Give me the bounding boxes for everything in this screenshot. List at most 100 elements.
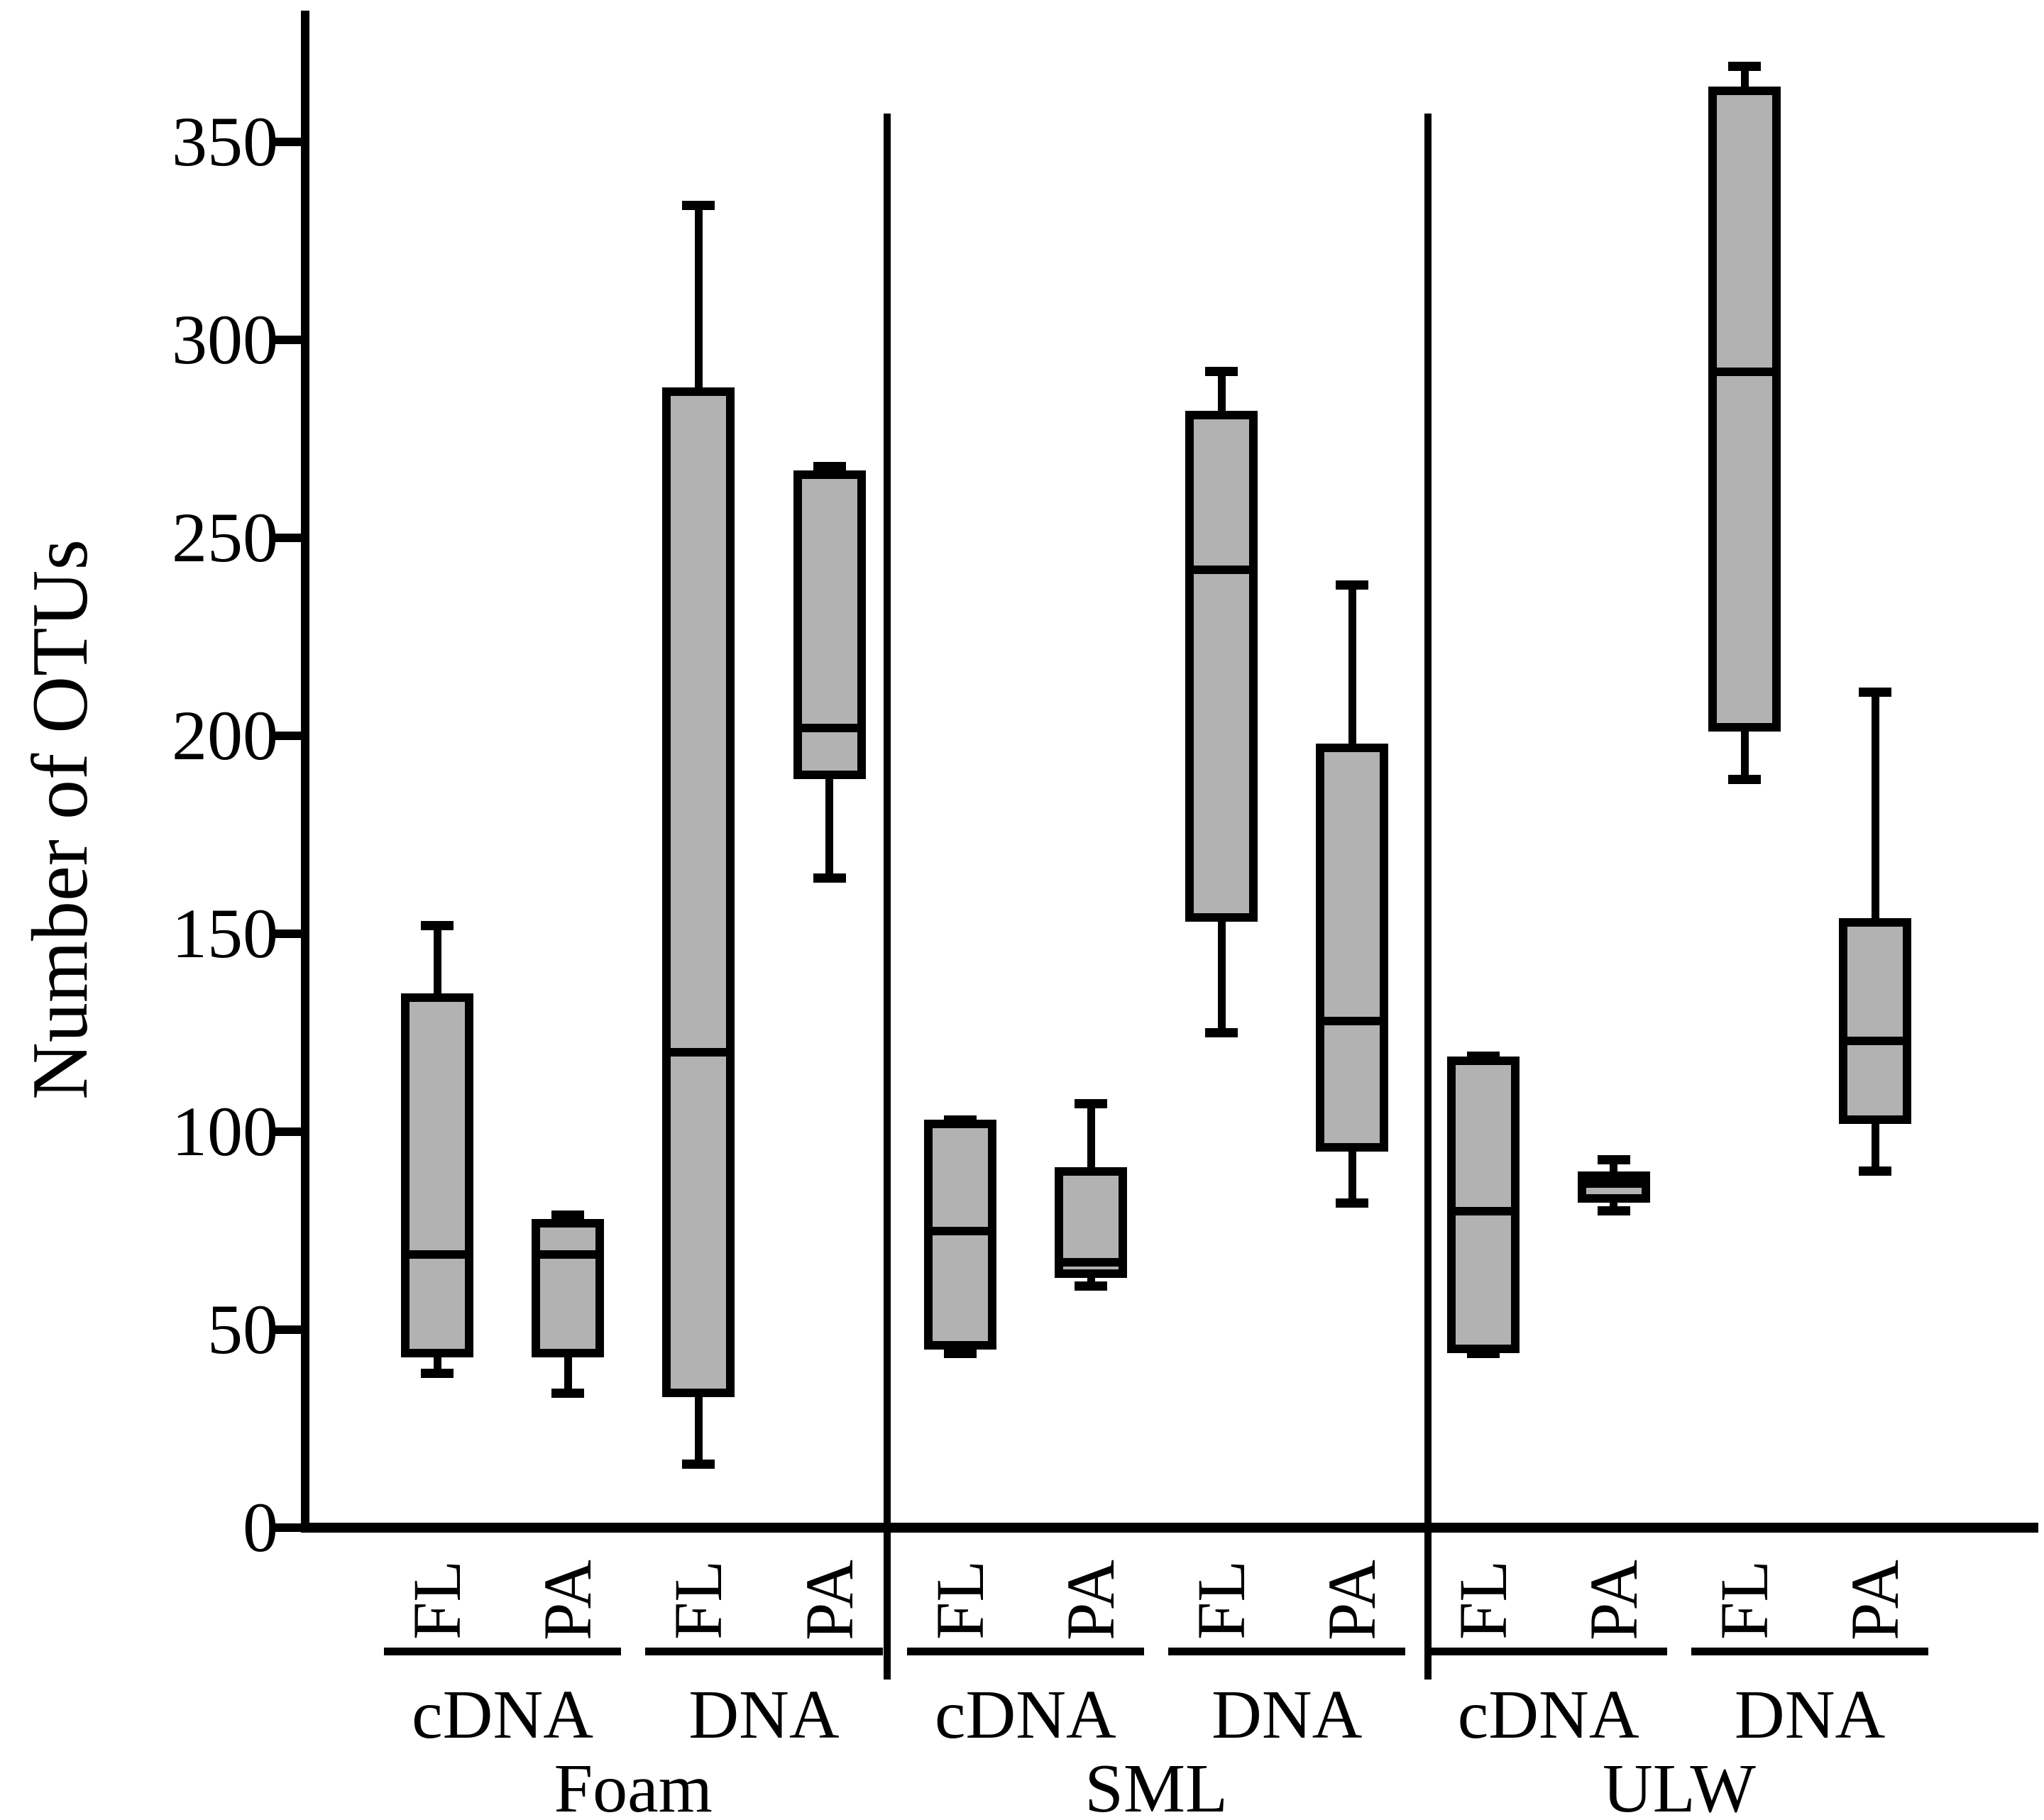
x-box-label: FL: [1183, 1560, 1260, 1640]
median-line: [1316, 1016, 1389, 1025]
whisker-cap-lower: [421, 1368, 454, 1378]
y-tick: [273, 930, 305, 938]
whisker-cap-lower: [1597, 1206, 1630, 1216]
subgroup-label: DNA: [688, 1677, 840, 1753]
x-box-label: PA: [1053, 1560, 1128, 1640]
whisker-stem-upper: [1871, 692, 1879, 918]
y-tick-label: 50: [207, 1290, 278, 1369]
y-tick: [273, 534, 305, 542]
y-tick: [273, 1127, 305, 1136]
median-line: [1055, 1258, 1127, 1267]
group-label: ULW: [1602, 1750, 1756, 1820]
whisker-cap-upper: [682, 200, 715, 210]
subgroup-underline: [384, 1648, 622, 1655]
whisker-cap-upper: [1075, 1099, 1107, 1109]
y-tick: [273, 1523, 305, 1532]
whisker-cap-upper: [943, 1115, 977, 1125]
median-line: [923, 1226, 996, 1235]
subgroup-underline: [1168, 1648, 1406, 1655]
x-box-label: FL: [660, 1560, 737, 1640]
whisker-cap-lower: [1075, 1281, 1107, 1291]
whisker-stem-upper: [1740, 66, 1749, 87]
y-tick-label: 100: [172, 1092, 278, 1171]
x-box-label: PA: [1314, 1560, 1390, 1640]
whisker-stem-lower: [1871, 1123, 1879, 1171]
subgroup-underline: [906, 1648, 1144, 1655]
median-line: [793, 723, 866, 732]
y-axis-line: [301, 11, 309, 1532]
subgroup-label: DNA: [1734, 1677, 1886, 1753]
y-tick: [273, 1325, 305, 1334]
group-label: Foam: [554, 1750, 713, 1820]
iqr-box: [1316, 744, 1389, 1152]
whisker-stem-lower: [825, 779, 834, 878]
whisker-cap-upper: [1205, 367, 1238, 377]
x-box-label: FL: [921, 1560, 998, 1640]
iqr-box: [1708, 86, 1781, 732]
iqr-box: [1446, 1056, 1520, 1354]
iqr-box: [1839, 917, 1912, 1124]
iqr-box: [532, 1218, 605, 1358]
x-box-label: PA: [791, 1560, 867, 1640]
subgroup-label: cDNA: [412, 1677, 594, 1753]
y-tick-label: 0: [243, 1488, 278, 1567]
whisker-cap-upper: [1859, 688, 1892, 697]
x-box-label: FL: [399, 1560, 475, 1640]
iqr-box: [793, 470, 866, 780]
x-box-label: FL: [1444, 1560, 1521, 1640]
group-separator-line: [1424, 114, 1432, 1680]
iqr-box: [662, 387, 735, 1397]
median-line: [662, 1048, 735, 1057]
subgroup-label: cDNA: [1457, 1677, 1639, 1753]
whisker-cap-lower: [551, 1388, 585, 1398]
whisker-cap-upper: [421, 921, 454, 931]
whisker-stem-lower: [1348, 1151, 1356, 1203]
subgroup-label: DNA: [1211, 1677, 1363, 1753]
subgroup-label: cDNA: [934, 1677, 1116, 1753]
whisker-cap-lower: [813, 873, 846, 883]
whisker-cap-upper: [1336, 580, 1369, 590]
median-line: [1577, 1179, 1650, 1188]
whisker-stem-lower: [694, 1396, 703, 1465]
whisker-stem-upper: [433, 925, 441, 993]
whisker-stem-lower: [1740, 732, 1749, 780]
subgroup-underline: [645, 1648, 883, 1655]
y-tick-label: 350: [172, 102, 278, 181]
group-separator-line: [884, 114, 891, 1680]
whisker-stem-lower: [564, 1357, 572, 1394]
y-tick-label: 200: [172, 696, 278, 775]
iqr-box: [401, 993, 473, 1358]
whisker-stem-upper: [694, 205, 703, 387]
whisker-cap-upper: [1728, 62, 1761, 72]
whisker-cap-upper: [1597, 1154, 1630, 1164]
y-tick: [273, 336, 305, 344]
whisker-cap-upper: [1466, 1052, 1500, 1061]
y-tick-label: 300: [172, 300, 278, 379]
whisker-stem-upper: [1087, 1103, 1095, 1168]
whisker-cap-upper: [813, 462, 846, 472]
median-line: [1185, 565, 1258, 574]
subgroup-underline: [1429, 1648, 1667, 1655]
x-axis-line: [301, 1523, 2038, 1533]
whisker-cap-lower: [1205, 1028, 1238, 1037]
group-label: SML: [1084, 1750, 1228, 1820]
median-line: [401, 1250, 473, 1259]
whisker-stem-upper: [1610, 1159, 1618, 1171]
y-tick-label: 150: [172, 894, 278, 973]
whisker-stem-lower: [1217, 922, 1226, 1033]
whisker-cap-lower: [682, 1460, 715, 1469]
median-line: [1446, 1206, 1520, 1215]
x-box-label: FL: [1706, 1560, 1782, 1640]
iqr-box: [1185, 411, 1258, 922]
median-line: [1708, 367, 1781, 376]
whisker-cap-lower: [1336, 1198, 1369, 1208]
whisker-stem-upper: [1348, 585, 1356, 744]
x-box-label: PA: [529, 1560, 606, 1640]
x-box-label: PA: [1837, 1560, 1913, 1640]
whisker-stem-upper: [1217, 371, 1226, 412]
x-box-label: PA: [1575, 1560, 1652, 1640]
whisker-cap-lower: [1859, 1167, 1892, 1176]
y-axis-title: Number of OTUs: [16, 539, 104, 1101]
median-line: [1839, 1036, 1912, 1045]
